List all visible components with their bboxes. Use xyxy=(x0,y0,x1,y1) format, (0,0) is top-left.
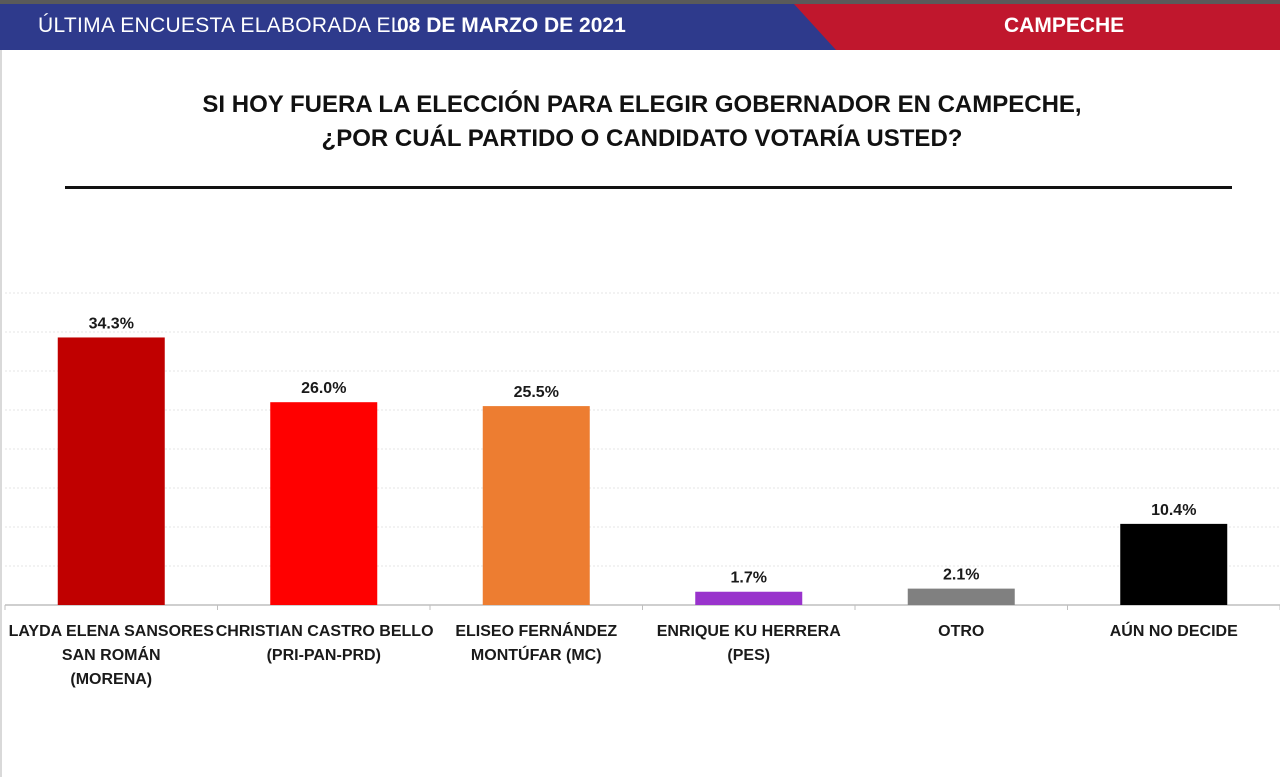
survey-header: ÚLTIMA ENCUESTA ELABORADA EL 08 DE MARZO… xyxy=(0,4,1280,50)
category-label-line: (PES) xyxy=(727,647,771,664)
header-blue-band xyxy=(0,4,836,50)
vote-bar-chart: 34.3% 26.0% 25.5% 1.7% 2.1% 10.4% xyxy=(4,292,1280,610)
bar xyxy=(57,337,165,605)
category-label-line: MONTÚFAR (MC) xyxy=(470,647,602,664)
category-label-line: (PRI-PAN-PRD) xyxy=(266,647,381,664)
header-date: 08 DE MARZO DE 2021 xyxy=(397,14,626,37)
category-label-line: SAN ROMÁN xyxy=(61,647,161,664)
bar xyxy=(482,406,590,605)
bar-value-label: 10.4% xyxy=(1151,502,1196,519)
bar xyxy=(1120,523,1228,605)
category-label-line: ENRIQUE KU HERRERA xyxy=(656,623,841,640)
category-label-line: LAYDA ELENA SANSORES xyxy=(8,623,214,640)
category-label-line: (MORENA) xyxy=(70,671,153,688)
header-prefix: ÚLTIMA ENCUESTA ELABORADA EL xyxy=(38,14,403,37)
category-label: ELISEO FERNÁNDEZ MONTÚFAR (MC) xyxy=(428,620,644,668)
category-label-line: AÚN NO DECIDE xyxy=(1109,623,1238,640)
question-title: SI HOY FUERA LA ELECCIÓN PARA ELEGIR GOB… xyxy=(100,88,1184,156)
category-label-line: ELISEO FERNÁNDEZ xyxy=(455,623,618,640)
bar xyxy=(695,591,803,605)
bar-value-label: 2.1% xyxy=(943,567,979,584)
bar xyxy=(270,402,378,605)
category-label: LAYDA ELENA SANSORES SAN ROMÁN (MORENA) xyxy=(3,620,219,692)
left-border xyxy=(0,50,2,777)
category-label: AÚN NO DECIDE xyxy=(1066,620,1280,644)
question-line-1: SI HOY FUERA LA ELECCIÓN PARA ELEGIR GOB… xyxy=(202,91,1082,118)
category-label: OTRO xyxy=(853,620,1069,644)
category-label-line: OTRO xyxy=(938,623,985,640)
bar-value-label: 1.7% xyxy=(731,570,767,587)
title-divider xyxy=(65,186,1232,189)
bar-value-label: 25.5% xyxy=(514,384,559,401)
category-label: ENRIQUE KU HERRERA (PES) xyxy=(641,620,857,668)
header-state: CAMPECHE xyxy=(1004,14,1125,37)
bar-value-label: 26.0% xyxy=(301,380,346,397)
category-label-line: CHRISTIAN CASTRO BELLO xyxy=(215,623,434,640)
x-axis-labels: LAYDA ELENA SANSORES SAN ROMÁN (MORENA) CHR… xyxy=(0,620,1280,700)
question-line-2: ¿POR CUÁL PARTIDO O CANDIDATO VOTARÍA US… xyxy=(321,125,963,152)
bar xyxy=(907,588,1015,605)
bar-value-label: 34.3% xyxy=(89,315,134,332)
category-label: CHRISTIAN CASTRO BELLO (PRI-PAN-PRD) xyxy=(215,620,434,668)
top-border xyxy=(0,0,1280,4)
